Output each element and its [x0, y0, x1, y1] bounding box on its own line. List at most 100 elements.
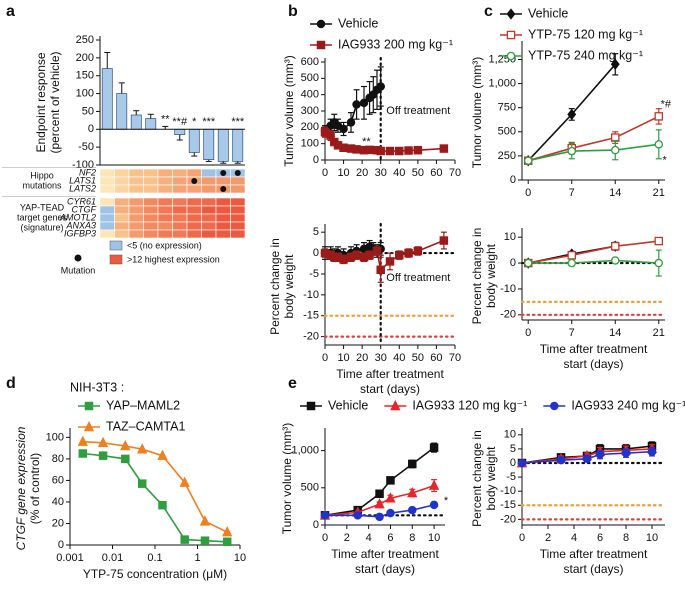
marker [376, 146, 385, 156]
y-tick-label: 0 [88, 123, 94, 135]
marker [137, 479, 147, 488]
heat-cell [215, 205, 231, 215]
marker [339, 255, 348, 264]
x-tick-label: 21 [653, 187, 665, 199]
marker [567, 258, 576, 268]
bar-label: *** [231, 116, 245, 128]
heat-cell [157, 221, 173, 231]
y-tick-label: 0 [510, 174, 516, 186]
heat-cell [201, 184, 217, 194]
y-tick-label: -5 [309, 268, 319, 280]
marker [408, 459, 417, 469]
x-tick-label: 60 [430, 352, 442, 364]
x-tick-label: 10 [646, 532, 658, 544]
legend-label: YTP-75 120 mg kg⁻¹ [528, 27, 643, 41]
heat-cell [114, 229, 130, 239]
heat-cell [128, 168, 144, 178]
heat-cell [99, 221, 115, 231]
x-tick-label: 70 [449, 167, 461, 179]
x-tick-label: 0.1 [147, 552, 162, 564]
legend-label: IAG933 240 mg kg⁻¹ [571, 398, 685, 412]
legend-marker [316, 19, 326, 29]
x-tick-label: 50 [412, 352, 424, 364]
group-label: target genes [17, 212, 68, 222]
mutation-dot [234, 170, 241, 176]
heat-cell [186, 168, 202, 178]
marker [439, 144, 449, 153]
series-line [521, 445, 653, 464]
legend-marker [306, 401, 316, 411]
y-tick-label: 250 [498, 150, 516, 162]
y-tick-label: 50 [82, 105, 94, 117]
series-line [82, 452, 228, 543]
series-line [82, 440, 228, 533]
mutation-dot [220, 170, 227, 176]
heat-cell [172, 197, 188, 207]
marker [523, 258, 533, 268]
gene-label: LATS2 [69, 183, 96, 193]
y-tick-label: -20 [500, 513, 516, 525]
marker [352, 145, 361, 154]
heat-cell [201, 197, 217, 207]
x-axis-label: YTP-75 concentration (μM) [83, 567, 227, 581]
bar [130, 114, 142, 130]
bar [116, 93, 128, 130]
marker [179, 476, 190, 487]
heat-cell [114, 197, 130, 207]
heat-cell [128, 229, 144, 239]
x-axis-label: Time after treatment [540, 547, 648, 561]
bar [217, 128, 229, 162]
marker [407, 486, 418, 498]
marker [408, 505, 417, 515]
marker [429, 500, 439, 510]
x-tick-label: 10 [337, 167, 349, 179]
legend-label: Vehicle [338, 16, 378, 30]
bar [101, 68, 113, 130]
legend-title: NIH-3T3 : [70, 380, 124, 394]
x-tick-label: 0 [525, 187, 531, 199]
x-tick-label: 8 [623, 532, 629, 544]
x-tick-label: 20 [356, 167, 368, 179]
x-tick-label: 4 [571, 532, 577, 544]
y-tick-label: -20 [303, 331, 319, 343]
marker [157, 449, 168, 460]
heat-cell [230, 229, 246, 239]
x-axis-label: Time after treatment [540, 342, 648, 356]
marker [428, 479, 440, 490]
marker [158, 500, 167, 510]
gene-label: ANXA3 [65, 220, 96, 230]
group-label: Hippo [30, 170, 54, 180]
heat-cell [114, 176, 130, 186]
heat-cell [128, 213, 144, 223]
marker [375, 489, 384, 499]
marker [320, 511, 330, 520]
legend-swatch [109, 254, 123, 265]
heat-cell [157, 213, 173, 223]
bar-label: **# [172, 116, 188, 128]
marker [429, 443, 439, 452]
x-tick-label: 7 [569, 327, 575, 339]
x-tick-label: 10 [234, 552, 246, 564]
x-tick-label: 40 [393, 167, 405, 179]
annotation: * [663, 155, 668, 167]
y-tick-label: -10 [500, 283, 516, 295]
y-tick-label: 0 [313, 154, 319, 166]
legend-marker [506, 51, 516, 61]
marker [376, 82, 385, 91]
y-tick-label: -10 [500, 485, 516, 497]
heat-cell [201, 221, 217, 231]
heat-cell [114, 213, 130, 223]
marker [374, 498, 385, 509]
y-tick-label: -15 [500, 499, 516, 511]
legend-label: YAP–MAML2 [106, 398, 180, 412]
series-line [324, 484, 435, 517]
marker [395, 250, 404, 260]
heat-cell [215, 176, 231, 186]
heat-cell [157, 168, 173, 178]
x-tick-label: 21 [653, 327, 665, 339]
series-line [528, 259, 659, 264]
marker [339, 143, 348, 152]
marker [621, 448, 631, 458]
marker [523, 156, 533, 165]
marker [200, 536, 210, 545]
